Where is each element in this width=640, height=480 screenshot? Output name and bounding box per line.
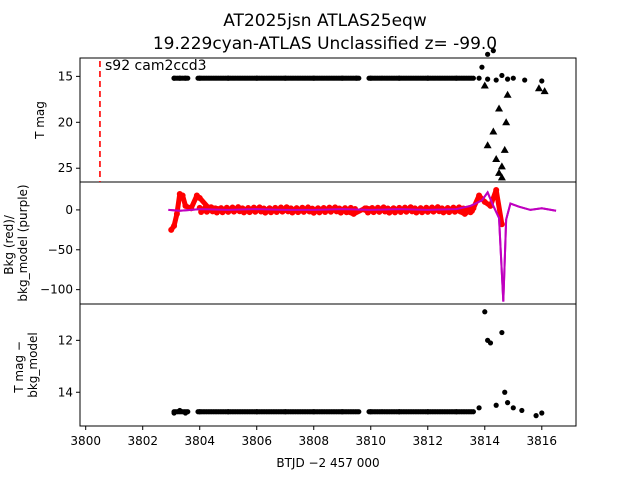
top-panel-marks: 15 20 25 bbox=[58, 48, 549, 182]
data-point bbox=[470, 409, 476, 415]
data-point bbox=[493, 402, 499, 408]
data-point bbox=[482, 309, 488, 315]
data-point bbox=[510, 75, 516, 81]
upper-limit-triangle bbox=[503, 90, 512, 98]
y-tick-label: −100 bbox=[40, 283, 73, 297]
y-tick-label: 14 bbox=[58, 385, 73, 399]
bkg-point bbox=[481, 198, 488, 205]
bkg-point bbox=[476, 192, 483, 199]
data-point bbox=[522, 77, 528, 83]
x-tick-label: 3814 bbox=[470, 434, 501, 448]
y-tick-label: −50 bbox=[48, 243, 73, 257]
data-point bbox=[519, 407, 525, 414]
data-point bbox=[476, 75, 482, 81]
data-point bbox=[499, 329, 505, 336]
bkg-point bbox=[468, 207, 475, 214]
x-tick-label: 3812 bbox=[412, 434, 443, 448]
data-point bbox=[502, 389, 508, 395]
upper-limit-triangle bbox=[534, 84, 543, 92]
middle-ylabel: Bkg (red)/ bkg_model (purple) bbox=[2, 184, 30, 301]
upper-limit-triangle bbox=[492, 155, 501, 163]
data-point bbox=[356, 409, 362, 415]
upper-limit-triangle bbox=[497, 173, 506, 181]
upper-limit-triangle bbox=[502, 118, 511, 126]
upper-limit-triangle bbox=[480, 81, 489, 89]
bottom-ylabel: T mag − bkg_model bbox=[12, 332, 40, 398]
data-point bbox=[476, 405, 482, 411]
data-point bbox=[539, 78, 545, 84]
x-tick-label: 3802 bbox=[127, 434, 158, 448]
x-tick-label: 3816 bbox=[527, 434, 558, 448]
x-axis-label: BTJD −2 457 000 bbox=[276, 456, 379, 470]
bkg-model-line-top bbox=[168, 190, 557, 302]
data-point bbox=[510, 405, 516, 411]
data-point bbox=[499, 72, 505, 79]
x-tick-label: 3808 bbox=[298, 434, 329, 448]
data-point bbox=[504, 76, 511, 82]
bottom-panel-frame bbox=[79, 303, 577, 427]
top-ylabel: T mag bbox=[33, 101, 47, 140]
x-tick-label: 3804 bbox=[184, 434, 215, 448]
data-point bbox=[470, 75, 476, 81]
upper-limit-triangle bbox=[483, 141, 492, 149]
x-tick-label: 3806 bbox=[241, 434, 272, 448]
data-point bbox=[490, 48, 496, 54]
chart-title-line1: AT2025jsn ATLAS25eqw bbox=[223, 11, 427, 31]
data-point bbox=[485, 51, 491, 57]
bkg-point bbox=[173, 210, 180, 217]
data-point bbox=[539, 410, 545, 416]
bkg-point bbox=[182, 202, 189, 209]
data-point bbox=[185, 75, 191, 81]
y-tick-label: 25 bbox=[58, 161, 73, 175]
data-point bbox=[479, 64, 485, 70]
data-point bbox=[504, 400, 511, 406]
upper-limit-triangle bbox=[500, 145, 509, 153]
upper-limit-triangle bbox=[495, 168, 504, 176]
data-point bbox=[185, 409, 191, 415]
data-point bbox=[485, 76, 491, 82]
top-annotation: s92 cam2ccd3 bbox=[105, 58, 207, 74]
data-point bbox=[356, 75, 362, 81]
data-point bbox=[493, 77, 499, 83]
upper-limit-triangle bbox=[495, 104, 504, 112]
upper-limit-triangle bbox=[497, 162, 506, 170]
data-point bbox=[487, 340, 494, 346]
chart-title-line2: 19.229cyan-ATLAS Unclassified z= -99.0 bbox=[153, 34, 497, 54]
bkg-point bbox=[171, 222, 178, 229]
y-tick-label: 20 bbox=[58, 115, 73, 129]
upper-limit-triangle bbox=[540, 87, 549, 95]
y-tick-label: 15 bbox=[58, 69, 73, 83]
x-tick-label: 3800 bbox=[70, 434, 101, 448]
data-point bbox=[533, 413, 539, 419]
upper-limit-triangle bbox=[489, 127, 498, 135]
x-tick-label: 3810 bbox=[355, 434, 386, 448]
bkg-point bbox=[196, 194, 203, 201]
middle-panel-marks: 0 −50 −100 bbox=[40, 186, 557, 302]
bkg-point bbox=[493, 186, 500, 193]
y-tick-label: 0 bbox=[65, 203, 73, 217]
y-tick-label: 12 bbox=[58, 333, 73, 347]
bottom-panel-marks: 12 14 3800 3802 3804 3806 3808 3810 3812 3814 3816 bbox=[58, 309, 557, 448]
bkg-point bbox=[179, 192, 186, 199]
